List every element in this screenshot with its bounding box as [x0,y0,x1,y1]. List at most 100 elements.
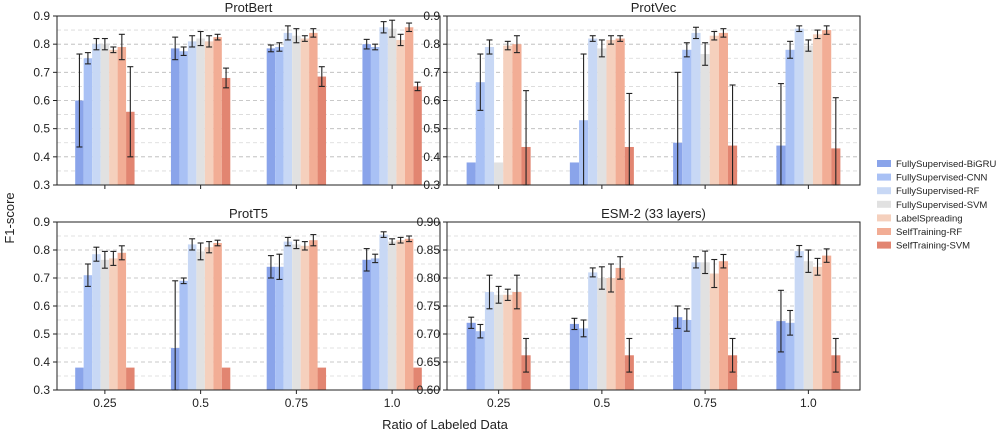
bar-fullysupervised-cnn-0.5 [179,51,188,186]
x-tick-label: 1.0 [800,396,817,410]
error-bar [796,244,803,258]
error-bar [276,253,283,280]
error-bar [729,337,736,373]
bar-fullysupervised-bigru-1.0 [362,44,371,185]
bar-fullysupervised-svm-1.0 [803,45,813,186]
y-tick-label: 0.80 [417,271,441,285]
error-bar [389,238,396,245]
bar-fullysupervised-rf-0.75 [283,32,293,186]
bar-selftraining-svm-1.0 [413,367,422,390]
legend-item: FullySupervised-BiGRU [877,159,996,170]
bar-selftraining-rf-0.5 [213,243,222,390]
error-bar [118,33,125,61]
error-bar [823,25,830,35]
error-bar [720,28,727,38]
legend-swatch [877,241,891,249]
bar-labelspreading-1.0 [812,266,823,390]
bar-fullysupervised-svm-1.0 [803,261,813,390]
legend-label: FullySupervised-RF [896,186,980,197]
y-tick-label: 0.3 [423,178,440,192]
error-bar [589,35,596,42]
x-tick-label: 0.75 [693,396,717,410]
error-bar [214,239,221,247]
plot-frame [446,221,861,391]
error-bar [608,263,615,293]
bar-selftraining-svm-0.25 [521,355,531,390]
x-tick-label: 0.75 [285,396,309,410]
y-tick-label: 0.70 [417,327,441,341]
error-bar [93,246,100,262]
error-bar [397,33,404,47]
bar-selftraining-rf-0.25 [117,252,127,390]
bar-selftraining-svm-0.5 [624,355,634,390]
bar-fullysupervised-bigru-0.5 [569,162,580,185]
error-bar [127,66,134,158]
error-bar [406,22,413,33]
error-bar [823,248,830,263]
error-bar [504,288,511,301]
bar-fullysupervised-bigru-0.5 [170,48,180,186]
error-bar [513,35,520,54]
panel-title: ProtT5 [229,206,268,221]
bar-selftraining-rf-0.25 [117,46,127,185]
legend-label: SelfTraining-SVM [896,241,970,252]
y-tick-label: 0.9 [33,9,50,23]
bar-labelspreading-0.25 [503,294,513,390]
x-tick-label: 0.25 [93,396,117,410]
y-tick-label: 0.7 [33,65,50,79]
error-bar [832,337,839,373]
bar-labelspreading-0.25 [503,45,513,186]
legend-item: SelfTraining-SVM [877,241,970,252]
bar-labelspreading-0.75 [709,35,719,185]
error-bar [504,40,511,51]
bar-fullysupervised-svm-0.5 [196,251,205,390]
error-bar [406,235,413,243]
bar-fullysupervised-rf-1.0 [794,28,804,185]
x-tick-label: 0.5 [594,396,611,410]
legend-swatch [877,228,891,235]
panel-3: 0.25 0.5 0.75 1.0 0.3 0.4 0.5 0.6 0.7 0.8 0.9 ProtT… [33,206,441,410]
bar-labelspreading-0.75 [709,273,719,390]
bar-fullysupervised-rf-0.5 [588,38,598,186]
error-bar [110,46,117,54]
bar-selftraining-rf-0.5 [213,37,222,185]
bar-fullysupervised-bigru-0.25 [75,367,84,390]
error-bar [598,39,605,58]
panel-title: ProtVec [631,0,677,15]
error-bar [495,285,502,304]
x-tick-label: 0.5 [192,396,209,410]
error-bar [486,274,493,310]
bar-fullysupervised-bigru-1.0 [776,321,786,390]
y-tick-label: 0.6 [33,94,50,108]
y-tick-label: 0.5 [423,122,440,136]
error-bar [118,245,125,261]
y-tick-label: 0.8 [33,243,50,257]
bar-labelspreading-0.75 [300,245,310,390]
legend-swatch [877,173,891,181]
error-bar [477,53,484,111]
error-bar [310,28,317,38]
error-bar [380,231,387,238]
error-bar [805,39,812,52]
error-bar [380,21,387,34]
bar-selftraining-svm-0.5 [221,367,231,390]
legend-label: SelfTraining-RF [896,227,962,238]
error-bar [702,250,709,275]
bar-fullysupervised-cnn-1.0 [785,49,795,185]
y-axis-label: F1-score [2,192,17,243]
bar-selftraining-rf-0.5 [615,38,625,186]
legend-label: FullySupervised-SVM [896,200,987,211]
panel-title: ProtBert [225,0,273,15]
error-bar [389,19,396,38]
error-bar [180,46,187,56]
bar-fullysupervised-cnn-0.75 [682,320,692,390]
bar-labelspreading-0.75 [300,38,310,186]
bar-labelspreading-0.5 [204,247,214,390]
bar-fullysupervised-svm-0.25 [494,162,504,185]
error-bar [513,274,520,310]
y-tick-label: 0.4 [423,150,440,164]
legend-label: LabelSpreading [896,213,963,224]
bar-fullysupervised-svm-1.0 [387,28,397,185]
error-bar [293,28,300,44]
